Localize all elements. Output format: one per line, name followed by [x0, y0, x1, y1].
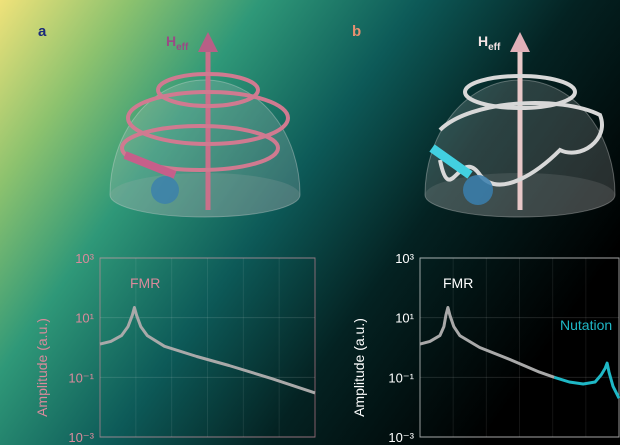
- vector-symbol: H: [478, 33, 488, 49]
- series-line: [553, 361, 620, 399]
- vector-subscript: eff: [488, 42, 501, 53]
- y-tick-label: 10⁻¹: [68, 370, 94, 385]
- y-axis-label: Amplitude (a.u.): [34, 318, 50, 417]
- y-tick-label: 10⁻³: [388, 430, 414, 445]
- y-tick-label: 10¹: [75, 311, 94, 326]
- y-tick-label: 10⁻³: [68, 430, 94, 445]
- vector-subscript: eff: [176, 42, 189, 53]
- annotation: FMR: [130, 275, 160, 291]
- y-tick-label: 10³: [75, 251, 94, 266]
- annotation: Nutation: [560, 317, 612, 333]
- y-tick-label: 10³: [395, 251, 414, 266]
- series-line: [99, 306, 316, 395]
- annotation: FMR: [443, 275, 473, 291]
- panel-label: b: [352, 23, 361, 40]
- series-line: [419, 306, 555, 379]
- vector-label: Heff: [478, 33, 501, 53]
- plot-frame: [99, 257, 316, 438]
- illustration-a: a Heff: [38, 23, 301, 218]
- plot-frame: [419, 257, 620, 438]
- y-axis-label: Amplitude (a.u.): [351, 318, 367, 417]
- panel-label: a: [38, 23, 47, 40]
- illustration-b: b Heff: [352, 23, 616, 218]
- y-tick-label: 10⁻¹: [388, 370, 414, 385]
- y-tick-label: 10¹: [395, 311, 414, 326]
- vector-symbol: H: [166, 33, 176, 49]
- vector-label: Heff: [166, 33, 189, 53]
